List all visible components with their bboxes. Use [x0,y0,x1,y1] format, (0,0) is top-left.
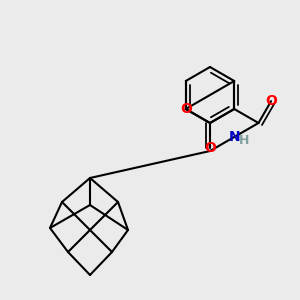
Text: N: N [228,130,240,144]
Text: O: O [204,141,216,155]
Text: O: O [265,94,277,108]
Text: H: H [239,134,249,146]
Text: O: O [180,102,192,116]
